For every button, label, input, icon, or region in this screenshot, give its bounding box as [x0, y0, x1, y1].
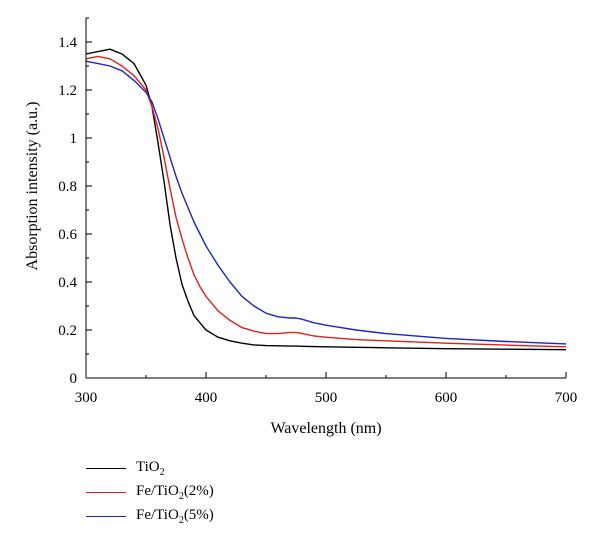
x-tick-label: 700: [555, 390, 578, 406]
y-tick-label: 0.6: [58, 227, 77, 243]
legend-label: TiO2: [136, 458, 165, 478]
y-tick-label: 1.2: [58, 83, 77, 99]
chart: 300 400 500 600 700 0 0.2 0.4 0.6 0.8 1 1.2 1.4 Wave…: [24, 17, 578, 437]
series-line-1: [85, 55, 567, 348]
y-tick-label: 1: [70, 131, 78, 147]
legend-label: Fe/TiO2(5%): [136, 506, 214, 526]
series-line-0: [85, 48, 567, 351]
x-tick-label: 600: [435, 390, 458, 406]
y-tick-label: 0.4: [58, 275, 77, 291]
y-tick-label: 0.8: [58, 179, 77, 195]
x-tick-label: 500: [315, 390, 338, 406]
legend-item-2: Fe/TiO2(5%): [86, 504, 214, 528]
legend-swatch: [86, 467, 126, 469]
x-tick-label: 300: [75, 390, 98, 406]
legend-swatch: [86, 491, 126, 493]
y-tick-label: 0.2: [58, 323, 77, 339]
legend: TiO2 Fe/TiO2(2%) Fe/TiO2(5%): [86, 456, 214, 528]
legend-label: Fe/TiO2(2%): [136, 482, 214, 502]
y-axis-title: Absorption intensity (a.u.): [24, 102, 41, 271]
plot-area: [85, 48, 567, 351]
y-tick-label: 0: [70, 371, 78, 387]
series-line-2: [85, 60, 567, 345]
x-axis-title: Wavelength (nm): [270, 420, 381, 437]
axes: 300 400 500 600 700 0 0.2 0.4 0.6 0.8 1 1.2 1.4: [58, 17, 578, 406]
legend-swatch: [86, 515, 126, 517]
legend-item-1: Fe/TiO2(2%): [86, 480, 214, 504]
x-tick-label: 400: [195, 390, 218, 406]
y-tick-label: 1.4: [58, 35, 77, 51]
legend-item-0: TiO2: [86, 456, 214, 480]
